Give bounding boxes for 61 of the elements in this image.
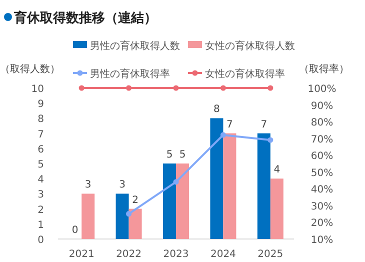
bar xyxy=(210,118,224,239)
y2-tick-label: 60% xyxy=(310,151,334,162)
data-label: 8 xyxy=(214,104,220,116)
y-tick-label: 5 xyxy=(38,160,44,170)
y2-tick-label: 10% xyxy=(310,235,334,246)
x-tick-label: 2025 xyxy=(258,249,284,260)
y2-tick-label: 50% xyxy=(310,168,334,179)
bar xyxy=(257,133,270,239)
legend-label: 男性の育休取得率 xyxy=(90,68,170,80)
x-tick-label: 2024 xyxy=(210,249,236,260)
x-tick-label: 2023 xyxy=(163,249,189,260)
chart-title: 育休取得数推移（連結） xyxy=(13,10,157,26)
y2-tick-label: 30% xyxy=(310,201,334,212)
data-label: 5 xyxy=(166,150,173,160)
data-label: 5 xyxy=(179,150,186,160)
y2-tick-label: 70% xyxy=(310,134,334,146)
point xyxy=(126,85,132,91)
legend-label: 女性の育休取得率 xyxy=(205,68,285,80)
data-label: 2 xyxy=(132,194,138,206)
point xyxy=(78,85,84,91)
y2-tick-label: 100% xyxy=(308,84,336,95)
bar xyxy=(176,164,189,239)
y-tick-label: 0 xyxy=(38,235,44,246)
point xyxy=(173,179,179,185)
bar xyxy=(270,178,284,239)
data-label: 7 xyxy=(226,119,233,130)
point xyxy=(220,132,226,138)
y-tick-label: 9 xyxy=(38,99,44,110)
bar xyxy=(163,164,176,239)
point xyxy=(220,85,226,91)
y2-tick-label: 40% xyxy=(310,184,334,196)
y2-tick-label: 80% xyxy=(310,118,334,129)
legend-label: 男性の育休取得人数 xyxy=(90,40,180,52)
data-label: 4 xyxy=(274,164,280,176)
data-label: 7 xyxy=(260,119,268,130)
bar xyxy=(128,208,142,239)
point xyxy=(268,85,274,91)
y-tick-label: 1 xyxy=(38,220,44,231)
data-label: 3 xyxy=(84,180,92,191)
point xyxy=(173,85,179,91)
y-tick-label: 6 xyxy=(38,144,44,156)
point xyxy=(268,137,274,143)
data-label: 0 xyxy=(72,225,78,236)
y-tick-label: 2 xyxy=(38,204,44,216)
x-tick-label: 2021 xyxy=(68,249,94,260)
y2-axis-title: （取得率） xyxy=(299,63,349,75)
bar xyxy=(116,194,129,239)
y2-tick-label: 20% xyxy=(310,218,334,230)
y-tick-label: 10 xyxy=(31,84,44,95)
y-tick-label: 3 xyxy=(38,190,44,201)
data-label: 3 xyxy=(119,180,126,191)
y-tick-label: 4 xyxy=(38,174,44,186)
y-axis-title: （取得人数） xyxy=(0,64,60,75)
y-tick-label: 8 xyxy=(38,114,44,126)
point xyxy=(126,211,132,217)
bar xyxy=(223,133,236,239)
x-tick-label: 2022 xyxy=(116,249,142,260)
legend-label: 女性の育休取得人数 xyxy=(205,40,295,52)
bar xyxy=(82,194,95,239)
y2-tick-label: 90% xyxy=(310,100,334,112)
y-tick-label: 7 xyxy=(38,129,44,140)
